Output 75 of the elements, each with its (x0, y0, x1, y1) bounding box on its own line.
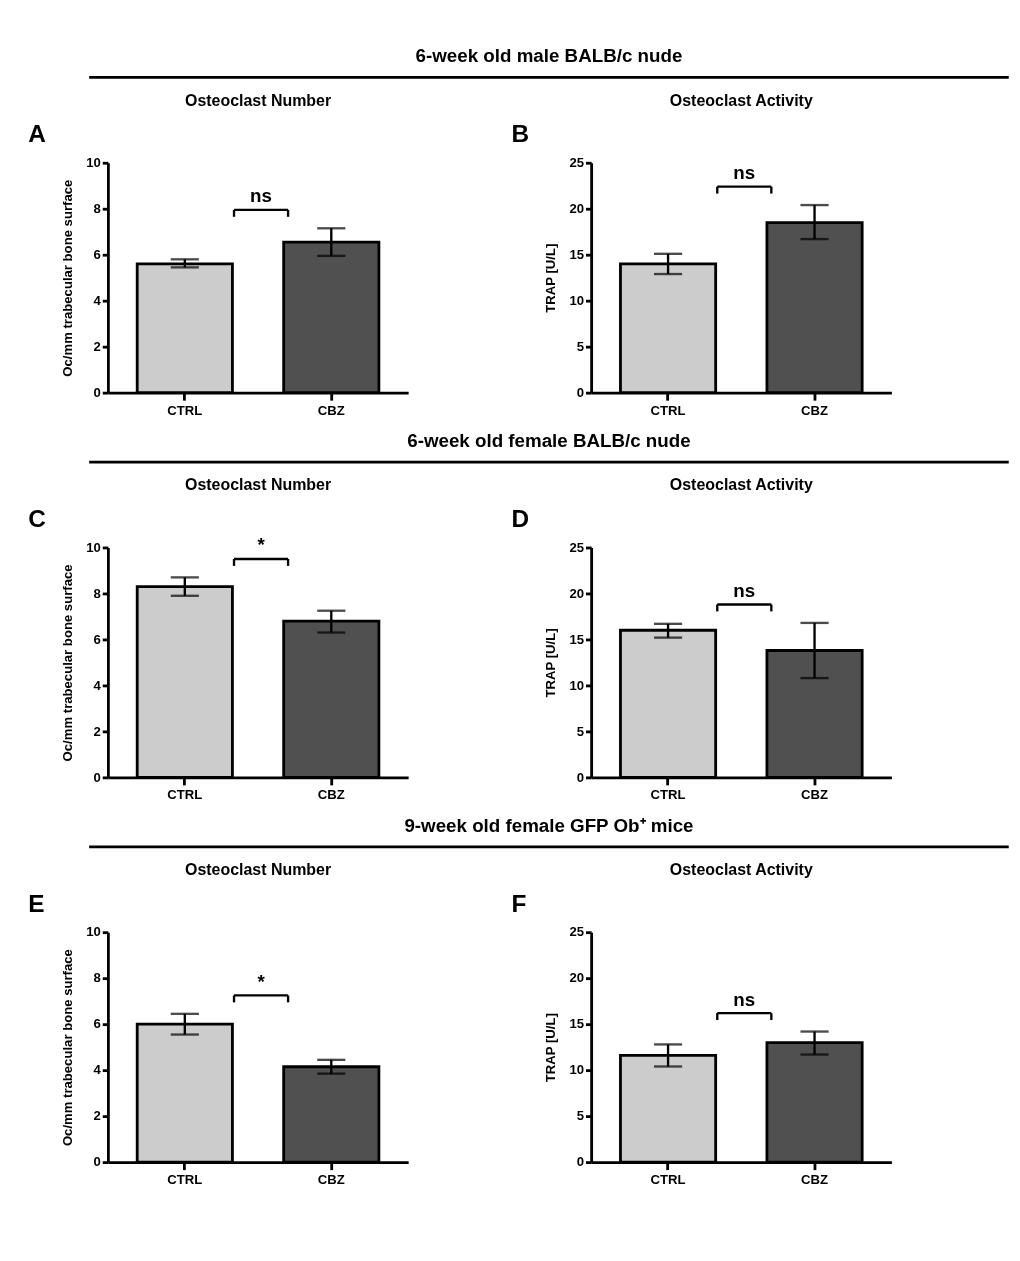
y-tick-label: 10 (569, 1062, 585, 1078)
y-tick-label: 8 (93, 585, 101, 601)
y-tick-label: 20 (569, 200, 585, 216)
y-tick-label: 0 (576, 384, 585, 400)
y-tick-label: 4 (93, 1062, 102, 1078)
text: D (511, 504, 530, 532)
x-tick-label: CTRL (650, 402, 686, 418)
y-axis-title: TRAP [U/L] (543, 1013, 559, 1083)
y-tick-label: 0 (576, 1154, 585, 1170)
y-axis-title: Oc/mm trabecular bone surface (60, 949, 76, 1147)
y-tick-label: 6 (93, 631, 101, 647)
text: B (511, 120, 530, 148)
annotation: ns (733, 580, 756, 602)
chart-title: Osteoclast Number (184, 860, 332, 878)
annotation: * (257, 534, 266, 556)
y-axis-title: Oc/mm trabecular bone surface (60, 564, 76, 762)
chart-title: Osteoclast Activity (669, 476, 813, 494)
text: 6-week old female BALB/c nude (407, 430, 691, 452)
x-tick-label: CBZ (801, 787, 829, 803)
y-tick-label: 4 (93, 292, 102, 308)
y-tick-label: 20 (569, 585, 585, 601)
y-tick-label: 0 (93, 769, 101, 785)
x-tick-label: CBZ (317, 402, 345, 418)
text: F (511, 889, 527, 917)
x-tick-label: CBZ (801, 402, 829, 418)
annotation: * (257, 970, 266, 992)
y-axis-title: Oc/mm trabecular bone surface (60, 179, 76, 377)
y-tick-label: 10 (86, 154, 101, 170)
y-tick-label: 0 (576, 769, 585, 785)
x-tick-label: CTRL (167, 402, 203, 418)
annotation: ns (733, 988, 756, 1010)
y-tick-label: 15 (569, 246, 585, 262)
y-tick-label: 25 (569, 924, 585, 940)
y-tick-label: 2 (93, 338, 101, 354)
y-tick-label: 8 (93, 200, 101, 216)
y-tick-label: 6 (93, 246, 101, 262)
text: E (28, 889, 45, 917)
y-tick-label: 10 (569, 677, 585, 693)
y-tick-label: 20 (569, 970, 585, 986)
text: 6-week old male BALB/c nude (415, 45, 683, 67)
y-tick-label: 0 (93, 1154, 101, 1170)
y-tick-label: 10 (86, 924, 101, 940)
y-tick-label: 4 (93, 677, 102, 693)
y-tick-label: 5 (576, 723, 585, 739)
x-tick-label: CBZ (317, 787, 345, 803)
text: 9-week old female GFP Ob⁺ mice (404, 814, 694, 836)
y-tick-label: 5 (576, 338, 585, 354)
y-tick-label: 15 (569, 631, 585, 647)
y-tick-label: 25 (569, 539, 585, 555)
y-axis-title: TRAP [U/L] (543, 628, 559, 698)
x-tick-label: CBZ (317, 1172, 345, 1188)
y-tick-label: 6 (93, 1016, 101, 1032)
x-tick-label: CTRL (650, 787, 686, 803)
x-tick-label: CBZ (801, 1172, 829, 1188)
x-tick-label: CTRL (167, 787, 203, 803)
annotation: ns (733, 162, 756, 184)
y-tick-label: 10 (569, 292, 585, 308)
y-tick-label: 15 (569, 1016, 585, 1032)
chart-title: Osteoclast Activity (669, 860, 813, 878)
x-tick-label: CTRL (167, 1172, 203, 1188)
annotation: ns (250, 185, 272, 207)
y-tick-label: 2 (93, 723, 101, 739)
y-axis-title: TRAP [U/L] (543, 243, 559, 313)
y-tick-label: 0 (93, 384, 101, 400)
y-tick-label: 25 (569, 154, 585, 170)
chart-title: Osteoclast Number (184, 476, 332, 494)
chart-title: Osteoclast Activity (669, 91, 813, 109)
text: C (28, 504, 46, 532)
y-tick-label: 2 (93, 1108, 101, 1124)
text: A (28, 120, 46, 148)
y-tick-label: 10 (86, 539, 101, 555)
y-tick-label: 8 (93, 970, 101, 986)
x-tick-label: CTRL (650, 1172, 686, 1188)
y-tick-label: 5 (576, 1108, 585, 1124)
chart-title: Osteoclast Number (184, 91, 332, 109)
